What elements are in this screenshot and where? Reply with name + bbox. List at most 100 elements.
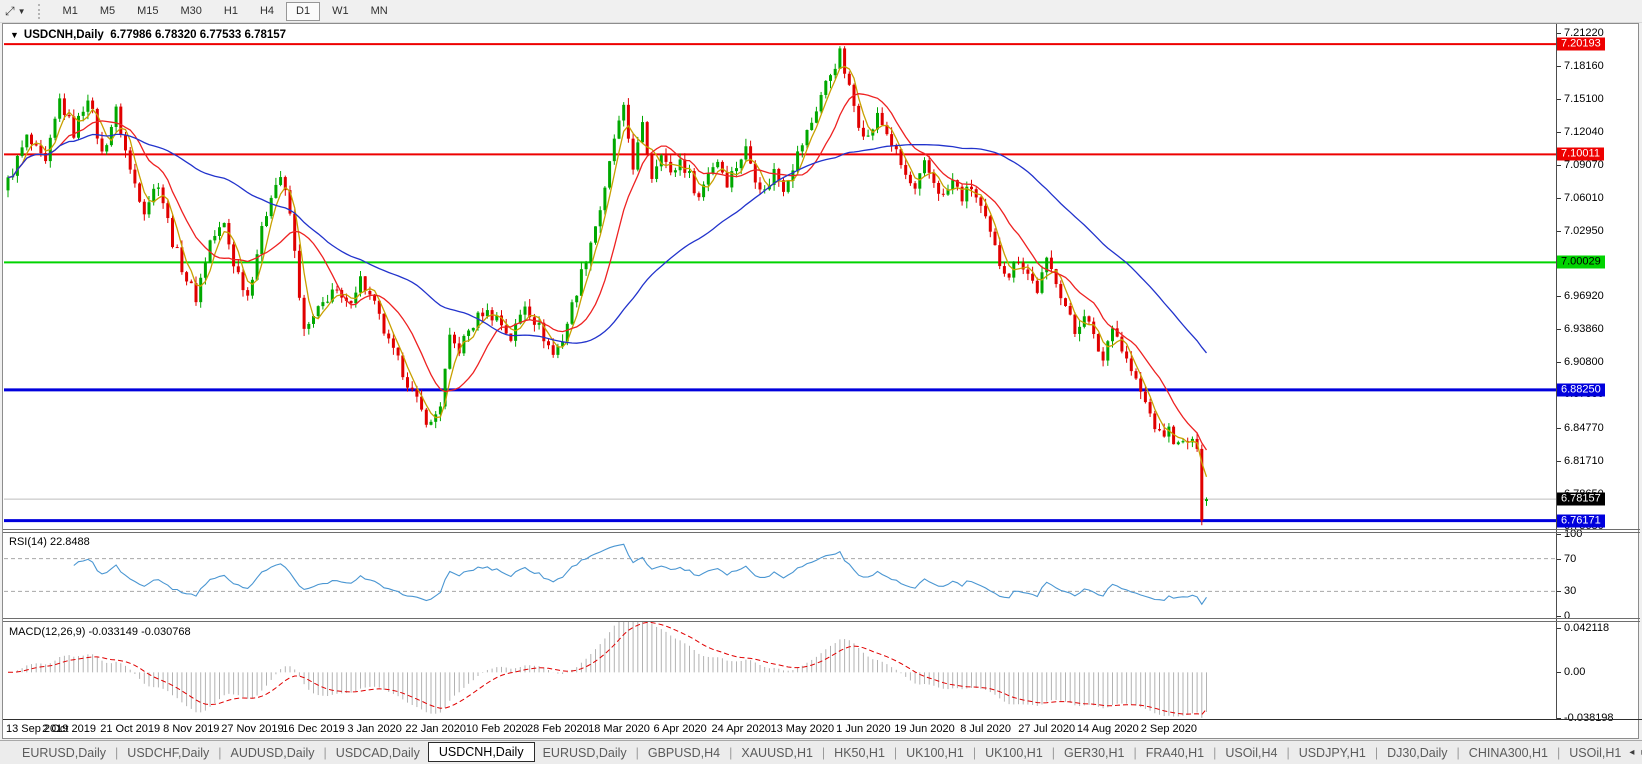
price-level-label-7.20193: 7.20193 [1557, 37, 1605, 51]
timeframe-button-m15[interactable]: M15 [137, 4, 159, 17]
macd-tick-label: 0.042118 [1564, 622, 1610, 634]
chart-tab-uk100-h1[interactable]: UK100,H1 [985, 745, 1043, 760]
price-level-label-6.88250: 6.88250 [1557, 383, 1605, 397]
tab-separator: | [1557, 745, 1561, 760]
macd-signal-line [8, 622, 1207, 716]
panel-separator[interactable] [3, 621, 1640, 622]
price-tick-mark [1556, 99, 1561, 101]
timeframe-button-m1[interactable]: M1 [62, 4, 78, 17]
price-tick-mark [1556, 197, 1561, 199]
macd-tick-mark [1556, 628, 1561, 629]
tab-scroll-arrows: ◂▸ [1629, 747, 1642, 758]
timeframe-button-m5[interactable]: M5 [99, 4, 116, 17]
price-tick-label: 6.96920 [1564, 290, 1604, 303]
date-label: 6 Apr 2020 [653, 723, 707, 735]
price-level-label-6.76171: 6.76171 [1557, 514, 1605, 528]
chart-tab-dj30-daily[interactable]: DJ30,Daily [1387, 745, 1448, 760]
date-label: 16 Dec 2019 [282, 723, 345, 735]
tab-separator: | [1374, 745, 1379, 760]
tab-separator: | [115, 745, 119, 760]
chart-tab-xauusd-h1[interactable]: XAUUSD,H1 [741, 745, 813, 760]
timeframe-button-m30[interactable]: M30 [180, 4, 202, 17]
rsi-chart-canvas[interactable] [4, 533, 1556, 617]
tab-separator: | [972, 745, 977, 760]
date-label: 10 Feb 2020 [465, 723, 528, 735]
slow-ma-line [7, 133, 1208, 354]
price-tick-mark [1556, 66, 1561, 68]
chart-tab-usdcnh-daily[interactable]: USDCNH,Daily [427, 741, 535, 762]
date-label: 8 Nov 2019 [163, 723, 220, 735]
rsi-tick-label: 70 [1564, 552, 1577, 565]
tab-separator: | [821, 745, 826, 760]
chart-collapse-icon[interactable]: ▼ [10, 30, 19, 40]
chart-tab-fra40-h1[interactable]: FRA40,H1 [1145, 745, 1205, 760]
macd-indicator-label: MACD(12,26,9) -0.033149 -0.030768 [9, 626, 191, 638]
timeframe-button-d1[interactable]: D1 [286, 1, 321, 21]
price-tick-mark [1556, 296, 1561, 298]
rsi-tick-label: 100 [1564, 528, 1583, 540]
chart-tab-gbpusd-h4[interactable]: GBPUSD,H4 [647, 745, 721, 760]
date-label: 19 Jun 2020 [894, 723, 955, 735]
candles-layer [6, 46, 1208, 526]
fast-ma-line [7, 65, 1208, 478]
tab-separator: | [635, 745, 639, 760]
date-label: 27 Nov 2019 [221, 723, 284, 735]
tab-scroll-left-icon[interactable]: ◂ [1629, 747, 1635, 758]
price-tick-label: 7.06010 [1564, 191, 1604, 204]
price-tick-mark [1556, 132, 1561, 134]
date-label: 21 Oct 2019 [100, 723, 161, 735]
date-label: 18 Mar 2020 [588, 723, 650, 735]
price-tick-label: 7.09070 [1564, 158, 1604, 171]
chart-title-ohlc: 6.77986 6.78320 6.77533 6.78157 [110, 29, 287, 41]
current-price-label: 6.78157 [1557, 492, 1605, 506]
chart-tab-usdjpy-h1[interactable]: USDJPY,H1 [1298, 745, 1366, 760]
date-label: 28 Feb 2020 [527, 723, 589, 735]
price-tick-mark [1556, 460, 1561, 462]
chevron-down-icon[interactable]: ▼ [17, 6, 26, 16]
chart-tab-uk100-h1[interactable]: UK100,H1 [906, 745, 964, 760]
chart-tab-hk50-h1[interactable]: HK50,H1 [834, 745, 885, 760]
mid-ma-line [7, 93, 1208, 451]
chart-tab-china300-h1[interactable]: CHINA300,H1 [1468, 745, 1548, 760]
chart-window[interactable] [2, 23, 1639, 739]
tab-separator: | [323, 745, 327, 760]
price-tick-label: 7.21220 [1564, 27, 1604, 39]
timeframe-button-h4[interactable]: H4 [259, 4, 275, 17]
date-label: 13 May 2020 [770, 723, 835, 735]
macd-chart-canvas[interactable] [4, 622, 1556, 718]
timeframe-button-h1[interactable]: H1 [223, 4, 238, 17]
macd-tick-label: 0.00 [1564, 666, 1586, 679]
date-label: 13 Sep 2019 [6, 723, 69, 735]
price-chart-canvas[interactable] [4, 28, 1556, 529]
tab-separator: | [893, 745, 898, 760]
panel-separator[interactable] [3, 532, 1640, 533]
panel-separator[interactable] [3, 529, 1640, 530]
chart-tab-audusd-daily[interactable]: AUDUSD,Daily [230, 745, 315, 760]
date-label: 2 Oct 2019 [42, 723, 97, 735]
chart-tool-icon[interactable]: ⤢ [5, 4, 15, 18]
chart-tab-usoil-h4[interactable]: USOil,H4 [1225, 745, 1278, 760]
rsi-tick-mark [1556, 616, 1561, 617]
toolbar-grip-handle[interactable] [37, 3, 40, 19]
price-tick-label: 6.84770 [1564, 421, 1604, 434]
date-label: 27 Jul 2020 [1018, 723, 1076, 735]
timeframe-buttons: M1 M5 M15 M30 H1 H4 D1 W1 MN [52, 1, 399, 21]
chart-tab-eurusd-daily[interactable]: EURUSD,Daily [542, 745, 627, 760]
price-tick-label: 7.18160 [1564, 60, 1604, 73]
price-tick-label: 6.81710 [1564, 454, 1604, 467]
chart-tab-usdchf-daily[interactable]: USDCHF,Daily [127, 745, 210, 760]
price-tick-mark [1556, 230, 1561, 232]
chart-tab-usdcad-daily[interactable]: USDCAD,Daily [335, 745, 420, 760]
chart-tab-eurusd-daily[interactable]: EURUSD,Daily [22, 745, 107, 760]
timeframe-button-w1[interactable]: W1 [332, 4, 349, 17]
tab-separator: | [729, 745, 733, 760]
chart-tab-usoil-h1[interactable]: USOil,H1 [1569, 745, 1622, 760]
tab-separator: | [1051, 745, 1056, 760]
chart-tab-ger30-h1[interactable]: GER30,H1 [1064, 745, 1125, 760]
date-label: 24 Apr 2020 [711, 723, 771, 735]
timeframe-button-mn[interactable]: MN [370, 4, 388, 17]
panel-separator[interactable] [3, 618, 1640, 619]
rsi-tick-label: 0 [1564, 610, 1571, 622]
tab-separator: | [1456, 745, 1460, 760]
macd-tick-mark [1556, 718, 1561, 719]
